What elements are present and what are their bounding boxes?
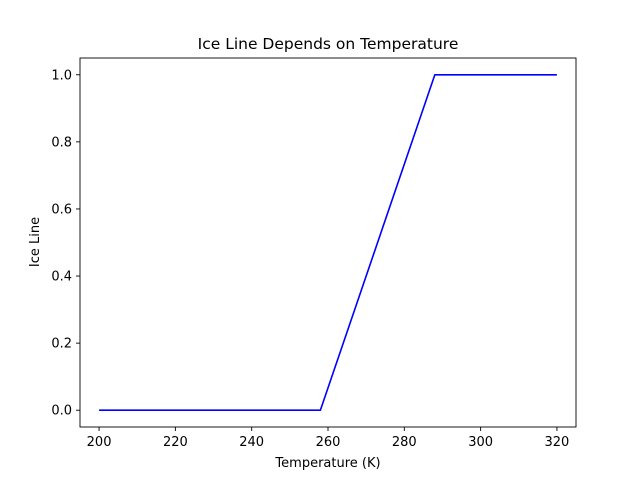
y-tick-label: 0.2 (51, 337, 72, 352)
x-tick-label: 200 (87, 435, 112, 450)
chart-title: Ice Line Depends on Temperature (198, 35, 459, 53)
y-tick-label: 0.6 (51, 202, 72, 217)
x-tick-label: 220 (163, 435, 188, 450)
y-axis-label: Ice Line (28, 217, 43, 267)
series-line-0 (99, 73, 557, 412)
x-tick-label: 260 (316, 435, 341, 450)
x-tick-label: 300 (468, 435, 493, 450)
x-tick-label: 320 (545, 435, 570, 450)
x-tick-label: 240 (239, 435, 264, 450)
y-tick-label: 1.0 (51, 68, 72, 83)
y-tick-label: 0.4 (51, 270, 72, 285)
x-axis-label: Temperature (K) (274, 456, 380, 471)
y-tick-label: 0.8 (51, 135, 72, 150)
y-tick-label: 0.0 (51, 404, 72, 419)
y-axis: 0.0 0.2 0.4 0.6 0.8 1.0 (51, 68, 80, 419)
x-axis: 200 220 240 260 280 300 320 (87, 427, 570, 450)
x-tick-label: 280 (392, 435, 417, 450)
